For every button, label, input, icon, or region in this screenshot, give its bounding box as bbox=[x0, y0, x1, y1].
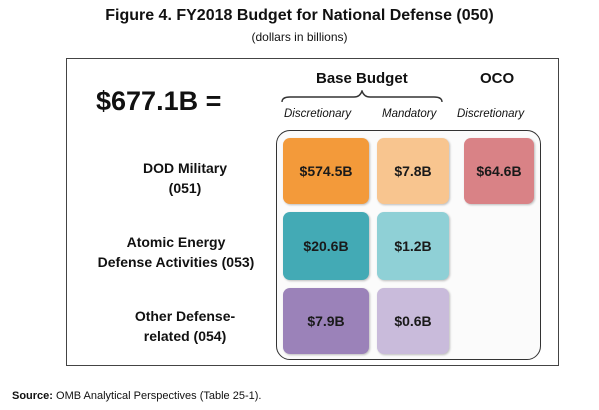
source-note: Source: OMB Analytical Perspectives (Tab… bbox=[12, 390, 261, 402]
brace-icon bbox=[281, 90, 443, 103]
cell-other-base-mandatory: $0.6B bbox=[377, 288, 449, 354]
figure-title: Figure 4. FY2018 Budget for National Def… bbox=[105, 7, 494, 24]
oco-header: OCO bbox=[480, 70, 515, 87]
row-label-line1: Other Defense- bbox=[134, 308, 236, 324]
row-label-line1: DOD Military bbox=[142, 160, 227, 176]
cell-dod-base-discretionary: $574.5B bbox=[283, 138, 369, 204]
row-label-atomic-energy: Atomic Energy Defense Activities (053) bbox=[76, 232, 276, 272]
figure-subtitle: (dollars in billions) bbox=[251, 30, 348, 44]
cell-other-base-discretionary: $7.9B bbox=[283, 288, 369, 354]
base-budget-header: Base Budget bbox=[316, 70, 408, 87]
row-label-line2: related (054) bbox=[143, 328, 227, 344]
row-label-line1: Atomic Energy bbox=[126, 234, 226, 250]
row-label-line2: (051) bbox=[168, 180, 202, 196]
base-mandatory-header: Mandatory bbox=[382, 108, 437, 120]
cell-aea-base-discretionary: $20.6B bbox=[283, 212, 369, 280]
cell-aea-base-mandatory: $1.2B bbox=[377, 212, 449, 280]
cell-dod-base-mandatory: $7.8B bbox=[377, 138, 449, 204]
oco-discretionary-header: Discretionary bbox=[457, 108, 525, 120]
base-discretionary-header: Discretionary bbox=[284, 108, 352, 120]
row-label-line2: Defense Activities (053) bbox=[97, 254, 255, 270]
source-label: Source: bbox=[12, 390, 53, 402]
figure-frame bbox=[66, 58, 559, 366]
row-label-dod-military: DOD Military (051) bbox=[100, 158, 270, 198]
row-label-other-defense: Other Defense- related (054) bbox=[100, 306, 270, 346]
source-text: OMB Analytical Perspectives (Table 25-1)… bbox=[56, 390, 262, 402]
cell-dod-oco-discretionary: $64.6B bbox=[464, 138, 534, 204]
total-amount: $677.1B = bbox=[96, 86, 222, 116]
